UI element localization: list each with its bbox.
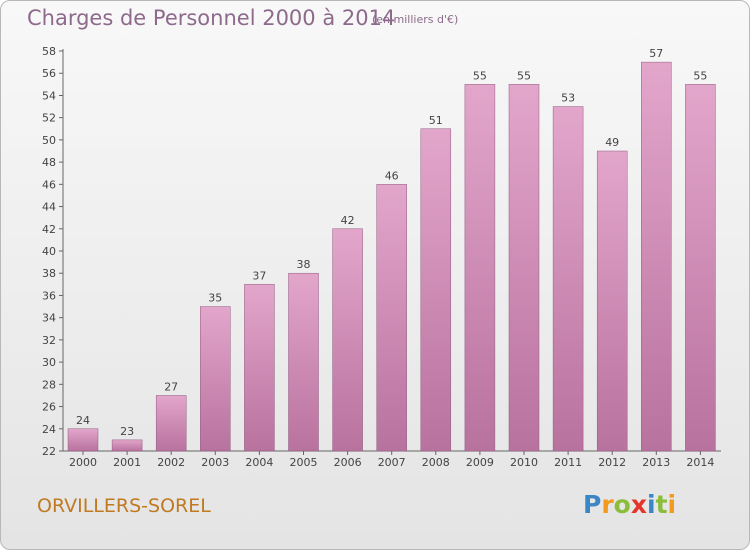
data-label: 37: [252, 269, 266, 282]
y-tick-label: 40: [42, 245, 56, 258]
x-tick-label: 2012: [598, 456, 626, 469]
x-tick-label: 2007: [378, 456, 406, 469]
y-tick-label: 30: [42, 356, 56, 369]
logo-letter: t: [655, 490, 668, 519]
data-label: 23: [120, 425, 134, 438]
bar-2007: [376, 184, 407, 452]
x-tick-label: 2004: [245, 456, 273, 469]
proxiti-logo[interactable]: Proxiti: [583, 490, 676, 519]
bar-2004: [244, 284, 275, 452]
data-label: 57: [649, 47, 663, 60]
x-tick-label: 2003: [201, 456, 229, 469]
y-tick-label: 32: [42, 334, 56, 347]
x-tick-label: 2011: [554, 456, 582, 469]
data-label: 55: [517, 69, 531, 82]
logo-letter: o: [613, 490, 631, 519]
y-tick-label: 46: [42, 178, 56, 191]
chart-subtitle: (en milliers d'€): [372, 13, 459, 26]
data-label: 53: [561, 92, 575, 105]
data-label: 35: [208, 292, 222, 305]
bar-2009: [464, 84, 496, 452]
bar-2008: [420, 128, 452, 452]
data-label: 24: [76, 414, 90, 427]
y-tick-label: 58: [42, 45, 56, 58]
bar-2014: [685, 84, 716, 452]
x-tick-label: 2009: [466, 456, 494, 469]
y-tick-label: 44: [42, 201, 56, 214]
bar-2003: [200, 306, 231, 452]
x-tick-label: 2006: [334, 456, 362, 469]
y-tick-label: 52: [42, 112, 56, 125]
y-tick-label: 28: [42, 378, 56, 391]
x-tick-label: 2010: [510, 456, 538, 469]
x-tick-label: 2005: [290, 456, 318, 469]
bar-2000: [67, 428, 99, 452]
y-tick-label: 24: [42, 423, 56, 436]
y-tick-label: 22: [42, 445, 56, 458]
bar-2010: [508, 84, 540, 452]
y-tick-label: 48: [42, 156, 56, 169]
x-tick-label: 2001: [113, 456, 141, 469]
chart-title: Charges de Personnel 2000 à 2014: [27, 6, 396, 30]
y-tick-label: 42: [42, 223, 56, 236]
logo-letter: r: [601, 490, 614, 519]
y-tick-label: 56: [42, 67, 56, 80]
data-label: 46: [385, 169, 399, 182]
town-name: ORVILLERS-SOREL: [37, 495, 211, 517]
data-label: 38: [297, 258, 311, 271]
logo-letter: i: [647, 490, 656, 519]
logo-letter: x: [630, 490, 647, 519]
bar-2011: [552, 106, 584, 452]
y-tick-label: 54: [42, 89, 56, 102]
bar-2006: [332, 228, 363, 452]
data-label: 27: [164, 380, 178, 393]
y-tick-label: 50: [42, 134, 56, 147]
data-label: 51: [429, 114, 443, 127]
bar-2001: [111, 439, 143, 452]
y-tick-label: 26: [42, 401, 56, 414]
bar-2013: [641, 61, 672, 452]
bar-2012: [596, 150, 628, 452]
data-label: 49: [605, 136, 619, 149]
y-tick-label: 34: [42, 312, 56, 325]
data-label: 55: [693, 69, 707, 82]
data-label: 55: [473, 69, 487, 82]
x-tick-label: 2014: [686, 456, 714, 469]
x-tick-label: 2013: [642, 456, 670, 469]
bar-2005: [288, 272, 319, 452]
bar-2002: [155, 395, 187, 452]
x-tick-label: 2002: [157, 456, 185, 469]
x-tick-label: 2000: [69, 456, 97, 469]
y-tick-label: 36: [42, 289, 56, 302]
logo-letter: P: [583, 490, 602, 519]
x-tick-label: 2008: [422, 456, 450, 469]
y-tick-label: 38: [42, 267, 56, 280]
logo-letter: i: [667, 490, 677, 519]
data-label: 42: [341, 214, 355, 227]
